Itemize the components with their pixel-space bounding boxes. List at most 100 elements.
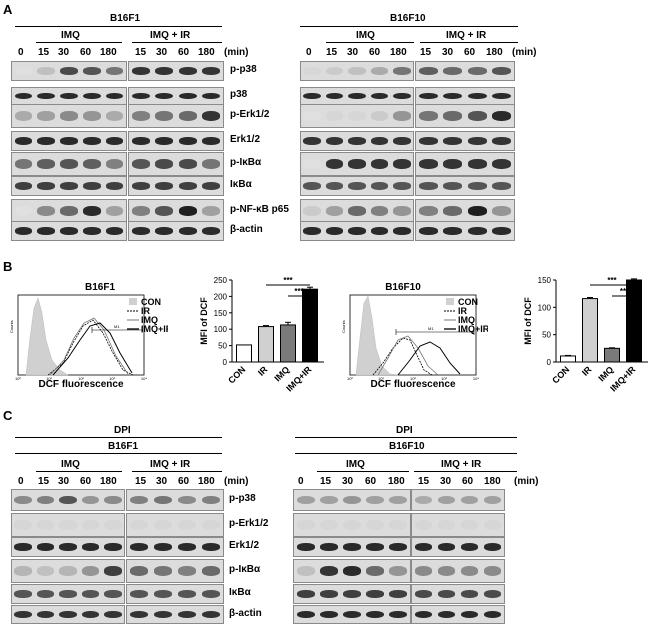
c-right-dpi-rule bbox=[295, 437, 517, 438]
c-left-imqir-rule bbox=[132, 471, 222, 472]
a-right-time-2: 30 bbox=[347, 47, 359, 58]
a-right-blot-7-imq bbox=[300, 221, 414, 241]
a-left-blot-1-imqir-band-1 bbox=[155, 92, 174, 100]
histogram-b16f10-legend-con: CON bbox=[458, 297, 478, 307]
a-right-blot-2-imqir bbox=[415, 104, 515, 128]
a-left-time-3: 60 bbox=[80, 47, 92, 58]
c-protein-label-1: p-Erk1/2 bbox=[229, 518, 269, 529]
c-right-blot-0-imqir bbox=[411, 489, 505, 511]
c-right-blot-4-imqir bbox=[411, 584, 505, 604]
c-left-blot-2-imq-band-3 bbox=[81, 543, 100, 551]
a-right-blot-0-imq bbox=[300, 61, 414, 81]
a-right-time-7: 60 bbox=[464, 47, 476, 58]
a-left-blot-1-imqir-band-3 bbox=[202, 92, 221, 100]
bar1-ytick-label-1: 50 bbox=[218, 342, 227, 351]
a-left-blot-5-imqir-band-1 bbox=[155, 182, 174, 190]
c-right-blot-5-imqir-band-2 bbox=[460, 610, 479, 619]
c-left-blot-1-imq-band-0 bbox=[14, 520, 32, 530]
c-left-blot-3-imq-band-2 bbox=[59, 566, 77, 576]
c-left-time-0: 0 bbox=[18, 476, 24, 487]
a-right-blot-7-imqir-band-0 bbox=[418, 227, 438, 235]
c-left-blot-5-imq-band-0 bbox=[14, 610, 32, 619]
c-right-blot-4-imq-band-4 bbox=[389, 590, 408, 598]
histogram-b16f10-legend-ir: IR bbox=[458, 306, 468, 316]
a-right-time-8: 180 bbox=[486, 47, 503, 58]
histogram-b16f10-gate-label: M1 bbox=[428, 326, 434, 331]
a-b16f10-rule bbox=[300, 26, 518, 27]
c-left-blot-0-imqir-band-0 bbox=[129, 495, 149, 505]
a-b16f1-imqir-rule bbox=[132, 42, 222, 43]
c-left-blot-3-imqir-band-2 bbox=[177, 566, 197, 576]
a-left-blot-7-imqir-band-3 bbox=[202, 227, 221, 235]
a-left-blot-2-imqir-band-0 bbox=[131, 111, 150, 121]
histogram-b16f1-legend-imqir: IMQ+IR bbox=[141, 324, 168, 334]
c-left-title: B16F1 bbox=[108, 441, 139, 452]
c-right-blot-2-imqir-band-1 bbox=[437, 543, 456, 551]
a-right-blot-3-imqir-band-0 bbox=[418, 137, 438, 145]
c-right-time-3: 60 bbox=[365, 476, 377, 487]
a-right-blot-6-imq-band-4 bbox=[393, 206, 411, 216]
a-left-blot-5-imqir-band-2 bbox=[178, 182, 197, 190]
c-protein-label-3: p-IκBα bbox=[229, 564, 261, 575]
c-right-time-4: 180 bbox=[388, 476, 405, 487]
c-right-blot-5-imq-band-3 bbox=[366, 610, 385, 619]
a-right-blot-3-imq-band-0 bbox=[303, 137, 321, 145]
histogram-b16f10-con-curve bbox=[355, 295, 399, 376]
a-right-blot-1-imqir-band-3 bbox=[492, 92, 512, 100]
c-right-blot-1-imq-band-4 bbox=[389, 520, 408, 530]
c-right-blot-0-imq-band-4 bbox=[389, 495, 408, 505]
a-left-time-0: 0 bbox=[18, 47, 24, 58]
a-left-blot-3-imq bbox=[11, 131, 127, 151]
a-left-blot-7-imq-band-1 bbox=[37, 227, 56, 235]
a-right-blot-0-imqir bbox=[415, 61, 515, 81]
a-right-blot-2-imq-band-3 bbox=[370, 111, 389, 121]
a-left-blot-4-imqir-band-0 bbox=[131, 159, 150, 169]
a-left-blot-0-imq-band-0 bbox=[14, 67, 33, 75]
bar1-ytick-label-2: 100 bbox=[214, 325, 228, 334]
histogram-b16f1-ir-curve bbox=[47, 319, 134, 376]
histogram-b16f10-ylabel: Counts bbox=[341, 320, 346, 333]
a-right-blot-4-imqir-band-1 bbox=[443, 159, 463, 169]
c-left-time-6: 30 bbox=[156, 476, 168, 487]
c-left-blot-3-imq-band-4 bbox=[104, 566, 122, 576]
a-right-blot-4-imq-band-0 bbox=[303, 159, 321, 169]
c-right-blot-0-imqir-band-2 bbox=[460, 495, 479, 505]
histogram-b16f1-legend-con: CON bbox=[141, 297, 161, 307]
c-left-blot-3-imqir-band-3 bbox=[201, 566, 221, 576]
bar2-ytick-label-3: 150 bbox=[538, 276, 552, 285]
c-right-blot-3-imq-band-2 bbox=[342, 566, 362, 576]
a-b16f1-imq: IMQ bbox=[61, 30, 80, 41]
c-left-time-2: 30 bbox=[58, 476, 70, 487]
a-right-blot-3-imqir-band-3 bbox=[492, 137, 512, 145]
c-left-blot-5-imq-band-3 bbox=[81, 610, 100, 619]
a-right-blot-4-imqir bbox=[415, 152, 515, 176]
a-left-blot-6-imq bbox=[11, 199, 127, 223]
c-left-imq: IMQ bbox=[61, 459, 80, 470]
a-b16f10-imq-rule bbox=[326, 42, 414, 43]
a-right-time-0: 0 bbox=[306, 47, 312, 58]
a-left-blot-4-imq-band-0 bbox=[14, 159, 33, 169]
c-right-blot-2-imqir-band-2 bbox=[460, 543, 479, 551]
bar1-bar-3 bbox=[302, 288, 318, 363]
histogram-b16f10-xtick-1: 10¹ bbox=[378, 376, 384, 381]
c-left-blot-2-imq-band-4 bbox=[104, 543, 122, 551]
a-left-blot-1-imq-band-0 bbox=[14, 92, 33, 100]
a-left-blot-4-imq bbox=[11, 152, 127, 176]
c-left-blot-0-imq-band-0 bbox=[14, 495, 32, 505]
a-left-blot-6-imq-band-0 bbox=[14, 206, 33, 216]
panel-a-letter: A bbox=[3, 2, 13, 17]
c-right-imq-rule bbox=[317, 471, 409, 472]
a-left-blot-5-imq-band-2 bbox=[60, 182, 78, 190]
c-right-blot-5-imqir-band-0 bbox=[414, 610, 433, 619]
a-left-blot-2-imqir-band-1 bbox=[155, 111, 174, 121]
c-left-blot-3-imqir-band-1 bbox=[153, 566, 173, 576]
c-right-blot-0-imq-band-0 bbox=[296, 495, 315, 505]
c-left-blot-2-imqir-band-2 bbox=[177, 543, 197, 551]
c-right-blot-1-imqir-band-1 bbox=[437, 520, 456, 530]
a-right-unit: (min) bbox=[512, 47, 537, 58]
c-left-dpi-rule bbox=[15, 437, 222, 438]
c-left-blot-3-imqir-band-0 bbox=[129, 566, 149, 576]
histogram-b16f1-imq-curve bbox=[49, 317, 129, 376]
a-left-blot-3-imqir-band-0 bbox=[131, 137, 150, 145]
a-left-time-7: 60 bbox=[178, 47, 190, 58]
